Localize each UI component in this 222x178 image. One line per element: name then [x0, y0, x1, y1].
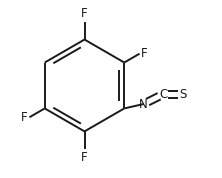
Text: F: F	[81, 7, 88, 20]
Text: F: F	[81, 151, 88, 164]
Text: F: F	[21, 111, 28, 124]
Text: F: F	[141, 47, 148, 60]
Text: C: C	[159, 88, 167, 101]
Text: N: N	[139, 98, 148, 111]
Text: S: S	[179, 88, 186, 101]
